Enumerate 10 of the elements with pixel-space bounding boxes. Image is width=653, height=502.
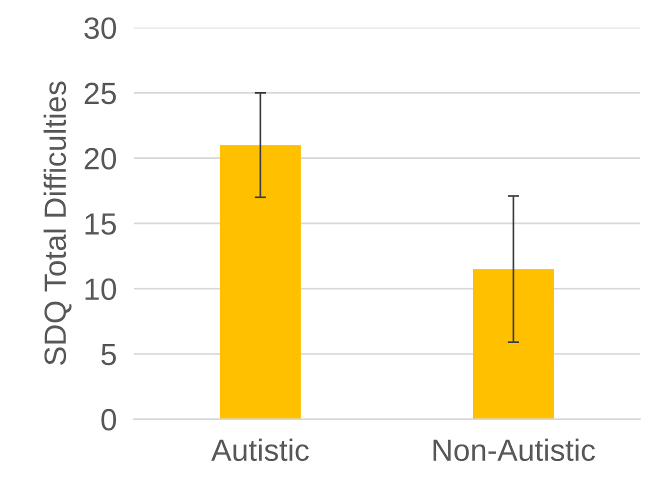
x-tick-label: Autistic <box>211 438 309 462</box>
y-tick-label: 20 <box>84 148 116 170</box>
y-tick-label: 10 <box>86 278 116 300</box>
y-tick-label: 0 <box>101 408 116 431</box>
y-tick-label: 5 <box>101 344 116 366</box>
x-tick-label: Non-Autistic <box>434 438 595 462</box>
y-tick-label: 30 <box>84 17 116 39</box>
y-tick-label: 15 <box>86 213 116 235</box>
y-tick-label: 25 <box>84 82 116 104</box>
y-axis-title: SDQ Total Difficulties <box>44 82 72 365</box>
